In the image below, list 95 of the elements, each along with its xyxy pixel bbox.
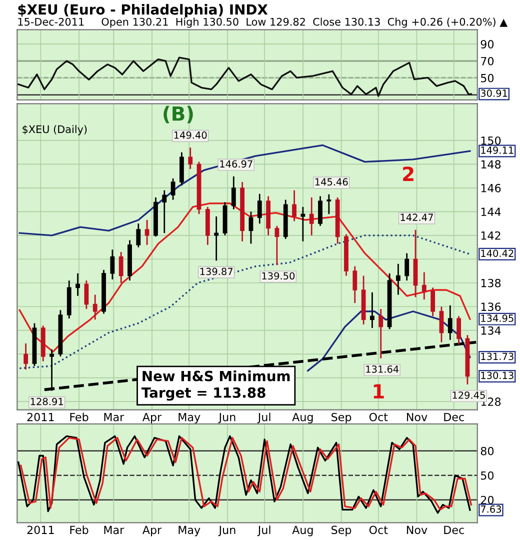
x-tick-label: 2011 bbox=[27, 412, 54, 422]
x-tick-label: Oct bbox=[369, 412, 388, 422]
candlestick bbox=[144, 219, 150, 246]
y-tick-label: 50 bbox=[480, 471, 494, 480]
y-tick-label: 144 bbox=[481, 208, 501, 216]
candlestick bbox=[248, 210, 254, 244]
annotation: $XEU (Daily) bbox=[22, 125, 87, 136]
candlestick bbox=[404, 252, 410, 282]
x-tick-label: Apr bbox=[142, 526, 162, 536]
line-series bbox=[18, 144, 471, 236]
candlestick bbox=[214, 216, 219, 262]
line-series bbox=[18, 56, 472, 97]
x-tick-label: Dec bbox=[444, 526, 464, 534]
x-tick-label: May bbox=[178, 412, 200, 424]
annotation: (B) bbox=[164, 106, 193, 124]
y-tick-label: 80 bbox=[480, 446, 494, 456]
candlestick bbox=[292, 190, 296, 222]
y-tick-label: 70 bbox=[481, 56, 494, 66]
annotation: 129.45 bbox=[452, 391, 485, 399]
chart-title: $XEU (Euro - Philadelphia) INDX bbox=[18, 4, 268, 18]
x-tick-label: Aug bbox=[292, 412, 313, 424]
y-tick-label: 136 bbox=[481, 302, 501, 311]
candlestick bbox=[430, 286, 436, 317]
y-tick-label: 150 bbox=[481, 136, 501, 145]
x-tick-label: Sep bbox=[332, 526, 352, 536]
x-tick-label: Aug bbox=[292, 526, 313, 536]
y-tick-label: 146 bbox=[481, 184, 501, 192]
x-tick-label: Sep bbox=[332, 412, 352, 424]
annotation: 1 bbox=[374, 384, 384, 398]
candlestick bbox=[84, 280, 89, 310]
annotation: 2 bbox=[403, 166, 414, 181]
annotation: 149.11 bbox=[481, 146, 514, 154]
candlestick bbox=[448, 304, 452, 341]
candlestick bbox=[370, 292, 374, 329]
candlestick bbox=[300, 206, 306, 242]
candlestick bbox=[326, 194, 332, 215]
candlestick bbox=[118, 251, 124, 284]
x-tick-label: Jun bbox=[218, 526, 236, 536]
candlestick bbox=[274, 225, 280, 266]
x-tick-label: Mar bbox=[104, 526, 124, 534]
candlestick bbox=[309, 196, 314, 236]
y-tick-label: 138 bbox=[481, 278, 501, 288]
annotation: 142.47 bbox=[400, 214, 433, 221]
x-tick-label: 2011 bbox=[27, 526, 54, 534]
x-tick-label: Feb bbox=[70, 526, 88, 534]
y-tick-label: 148 bbox=[481, 160, 501, 169]
x-tick-label: Jul bbox=[257, 526, 270, 536]
annotation: 140.42 bbox=[481, 250, 514, 257]
candlestick bbox=[456, 315, 462, 346]
x-tick-label: May bbox=[178, 526, 200, 536]
annotation: 128.91 bbox=[30, 398, 63, 406]
candlestick bbox=[439, 306, 444, 343]
annotation: 146.97 bbox=[220, 160, 252, 168]
candlestick bbox=[396, 263, 400, 296]
candlestick bbox=[318, 196, 322, 227]
candlestick bbox=[170, 178, 176, 200]
x-tick-label: Dec bbox=[444, 412, 464, 422]
annotation: 7.63 bbox=[480, 505, 502, 513]
chart-subtitle: 15-Dec-2011 Open 130.21 High 130.50 Low 129.82 Close 130.13 Chg +0.26 (+0.20%) ▲ bbox=[18, 18, 508, 28]
line-series bbox=[18, 202, 471, 353]
candlestick bbox=[257, 193, 262, 224]
x-tick-label: Feb bbox=[70, 412, 88, 422]
y-tick-label: 90 bbox=[480, 40, 494, 48]
annotation: 134.95 bbox=[481, 314, 514, 322]
candlestick bbox=[92, 294, 98, 320]
candlestick bbox=[231, 176, 236, 210]
annotation: 149.40 bbox=[174, 131, 207, 139]
y-tick-label: 134 bbox=[481, 326, 501, 335]
candlestick bbox=[136, 222, 141, 248]
candlestick bbox=[162, 190, 167, 234]
y-tick-label: 50 bbox=[480, 74, 494, 82]
y-tick-label: 20 bbox=[480, 496, 494, 504]
annotation: New H&S Minimum Target = 113.88 bbox=[141, 370, 290, 401]
x-tick-label: Jul bbox=[257, 412, 270, 424]
x-tick-label: Nov bbox=[406, 526, 428, 534]
annotation: 139.87 bbox=[200, 268, 233, 276]
x-tick-label: Apr bbox=[142, 412, 162, 424]
candlestick bbox=[352, 266, 358, 304]
annotation: 130.13 bbox=[481, 372, 514, 380]
x-tick-label: Jun bbox=[218, 412, 236, 424]
annotation: 131.73 bbox=[481, 352, 514, 360]
x-tick-label: Mar bbox=[104, 412, 124, 422]
candlestick bbox=[378, 308, 384, 360]
candlestick bbox=[422, 272, 426, 300]
annotation: 139.50 bbox=[262, 272, 295, 280]
candlestick bbox=[76, 272, 80, 297]
x-tick-label: Nov bbox=[406, 412, 428, 422]
annotation: 30.91 bbox=[480, 90, 508, 97]
candlestick bbox=[24, 342, 28, 370]
candlestick bbox=[110, 248, 115, 280]
annotation: 131.64 bbox=[366, 365, 399, 373]
annotation: 145.46 bbox=[315, 178, 348, 186]
candlestick bbox=[188, 146, 193, 170]
x-tick-label: Oct bbox=[369, 526, 388, 534]
y-tick-label: 142 bbox=[481, 231, 500, 240]
